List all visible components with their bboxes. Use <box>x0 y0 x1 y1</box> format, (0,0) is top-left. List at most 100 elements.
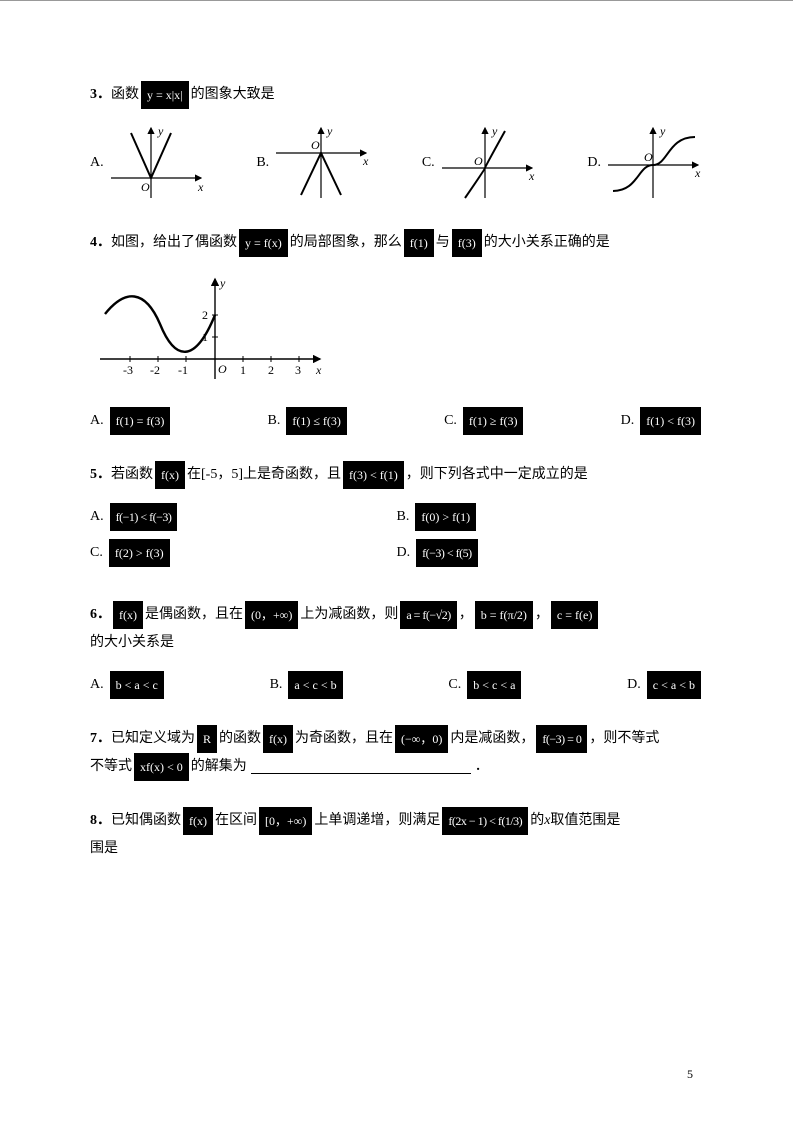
q5-option-d-expr: f(−3) < f(5) <box>416 539 478 567</box>
q5-t1: 若函数 <box>111 461 153 489</box>
q7-t2: 的函数 <box>219 725 261 753</box>
q8-t3: 上单调递增，则满足 <box>314 807 440 835</box>
q4-number: 4． <box>90 229 111 257</box>
q4-option-c-expr: f(1) ≥ f(3) <box>463 407 524 435</box>
q7-t3: 为奇函数，且在 <box>295 725 393 753</box>
q7-f5: xf(x) < 0 <box>134 753 189 781</box>
q6-fc: c = f(e) <box>551 601 598 629</box>
q3-prefix: 函数 <box>111 81 139 109</box>
q3-graph-d: x y O <box>603 123 703 203</box>
svg-text:y: y <box>219 276 226 290</box>
svg-text:O: O <box>218 362 227 376</box>
q4-option-a-expr: f(1) = f(3) <box>110 407 171 435</box>
q4-t2: 的局部图象，那么 <box>290 229 402 257</box>
svg-text:x: x <box>362 154 369 168</box>
q7-t4: 内是减函数， <box>450 725 534 753</box>
q4-option-b-label: B. <box>268 407 281 435</box>
q5-t3: ，则下列各式中一定成立的是 <box>406 461 588 489</box>
q8-tail: 围是 <box>90 835 118 863</box>
q3-option-b: B. x y O <box>256 123 371 203</box>
q6-fb: b = f(π/2) <box>475 601 533 629</box>
q5-number: 5． <box>90 461 111 489</box>
q8-f1: f(x) <box>183 807 213 835</box>
q4-t3: 与 <box>436 229 450 257</box>
q3-option-a: A. x y O <box>90 123 206 203</box>
svg-text:O: O <box>141 180 150 194</box>
svg-text:-1: -1 <box>178 363 188 377</box>
q3-graph-b: x y O <box>271 123 371 203</box>
svg-text:-2: -2 <box>150 363 160 377</box>
q6-option-d-expr: c < a < b <box>647 671 701 699</box>
q5-option-a-label: A. <box>90 503 104 531</box>
q4-options: A. f(1) = f(3) B. f(1) ≤ f(3) C. f(1) ≥ … <box>90 407 703 435</box>
q4-f2: f(1) <box>404 229 434 257</box>
q4-f3: f(3) <box>452 229 482 257</box>
q5-option-c: C. f(2) > f(3) <box>90 539 397 567</box>
q6-sep1: ， <box>459 601 473 629</box>
q5-option-b-label: B. <box>397 503 410 531</box>
q5-option-c-label: C. <box>90 539 103 567</box>
q6-t2: 上为减函数，则 <box>300 601 398 629</box>
q6-option-a-expr: b < a < c <box>110 671 164 699</box>
svg-text:O: O <box>474 154 483 168</box>
q6-fa: a = f(−√2) <box>400 601 456 629</box>
q8-number: 8． <box>90 807 111 835</box>
q5-f2: f(3) < f(1) <box>343 461 404 489</box>
q4-option-b: B. f(1) ≤ f(3) <box>268 407 349 435</box>
question-5: 5． 若函数 f(x) 在[-5，5]上是奇函数，且 f(3) < f(1) ，… <box>90 461 703 575</box>
svg-text:1: 1 <box>240 363 246 377</box>
svg-text:y: y <box>659 124 666 138</box>
q4-option-c: C. f(1) ≥ f(3) <box>444 407 525 435</box>
q4-graph: -3 -2 -1 1 2 3 1 2 O x y <box>90 269 330 389</box>
q6-option-c-expr: b < c < a <box>467 671 521 699</box>
q6-options: A. b < a < c B. a < c < b C. b < c < a D… <box>90 671 703 699</box>
q6-option-b-expr: a < c < b <box>288 671 342 699</box>
q8-t1: 已知偶函数 <box>111 807 181 835</box>
q4-option-b-expr: f(1) ≤ f(3) <box>286 407 347 435</box>
q7-t6: 的解集为 <box>191 753 247 781</box>
q5-options: A. f(−1) < f(−3) B. f(0) > f(1) C. f(2) … <box>90 503 703 575</box>
q7-t1: 已知定义域为 <box>111 725 195 753</box>
q4-option-c-label: C. <box>444 407 457 435</box>
q8-f3: f(2x − 1) < f(1/3) <box>442 807 528 835</box>
q6-t1: 是偶函数，且在 <box>145 601 243 629</box>
question-3: 3． 函数 y = x|x| 的图象大致是 A. x y O <box>90 81 703 203</box>
q5-option-a-expr: f(−1) < f(−3) <box>110 503 178 531</box>
question-6: 6． f(x) 是偶函数，且在 (0，+∞) 上为减函数，则 a = f(−√2… <box>90 601 703 699</box>
q3-formula: y = x|x| <box>141 81 189 109</box>
q6-option-b: B. a < c < b <box>270 671 345 699</box>
q7-f1: R <box>197 725 217 753</box>
q6-number: 6． <box>90 601 111 629</box>
svg-text:x: x <box>694 166 701 180</box>
q3-option-d-label: D. <box>587 149 601 177</box>
q7-f4: f(−3) = 0 <box>536 725 587 753</box>
q5-option-b: B. f(0) > f(1) <box>397 503 704 531</box>
q5-option-a: A. f(−1) < f(−3) <box>90 503 397 531</box>
q3-option-c: C. x y O <box>422 123 537 203</box>
q7-number: 7． <box>90 725 111 753</box>
q6-option-c-label: C. <box>448 671 461 699</box>
svg-text:x: x <box>528 169 535 183</box>
question-4: 4． 如图，给出了偶函数 y = f(x) 的局部图象，那么 f(1) 与 f(… <box>90 229 703 435</box>
q3-number: 3． <box>90 81 111 109</box>
q6-sep2: ， <box>535 601 549 629</box>
svg-text:3: 3 <box>295 363 301 377</box>
q4-graph-box: -3 -2 -1 1 2 3 1 2 O x y <box>90 269 703 389</box>
svg-text:x: x <box>315 363 322 377</box>
svg-text:2: 2 <box>268 363 274 377</box>
question-7: 7． 已知定义域为 R 的函数 f(x) 为奇函数，且在 (−∞，0) 内是减函… <box>90 725 703 781</box>
q6-f1: f(x) <box>113 601 143 629</box>
q3-suffix: 的图象大致是 <box>191 81 275 109</box>
q7-t5b: 不等式 <box>90 753 132 781</box>
q8-f2: [0，+∞) <box>259 807 312 835</box>
q6-option-a-label: A. <box>90 671 104 699</box>
q4-option-d-label: D. <box>621 407 635 435</box>
q4-option-a-label: A. <box>90 407 104 435</box>
q3-option-d: D. x y O <box>587 123 703 203</box>
q6-f2: (0，+∞) <box>245 601 298 629</box>
q7-f3: (−∞，0) <box>395 725 448 753</box>
question-8: 8． 已知偶函数 f(x) 在区间 [0，+∞) 上单调递增，则满足 f(2x … <box>90 807 703 863</box>
q4-t4: 的大小关系正确的是 <box>484 229 610 257</box>
q3-option-b-label: B. <box>256 149 269 177</box>
q4-option-d-expr: f(1) < f(3) <box>640 407 701 435</box>
